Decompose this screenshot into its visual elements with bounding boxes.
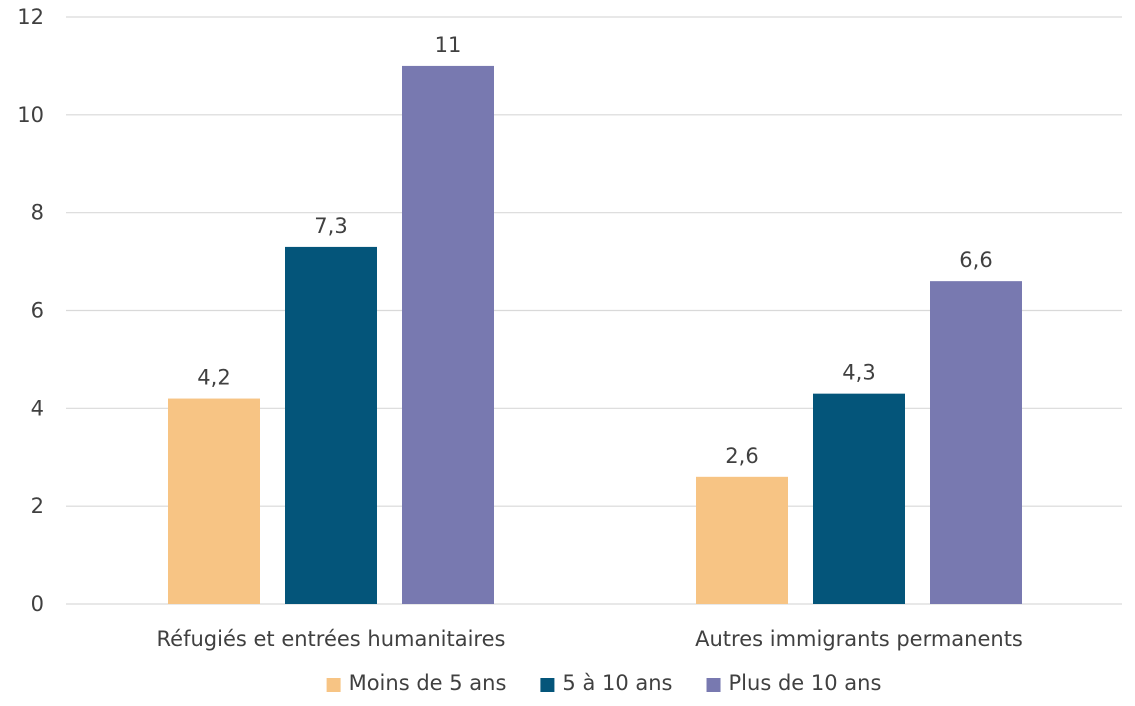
y-tick-label: 2 <box>31 494 44 518</box>
data-label: 11 <box>435 33 462 57</box>
legend-swatch <box>326 678 341 692</box>
legend-label: 5 à 10 ans <box>562 671 672 695</box>
legend-item: Moins de 5 ans <box>326 671 507 695</box>
legend-item: Plus de 10 ans <box>706 671 882 695</box>
y-tick-label: 10 <box>17 103 44 127</box>
legend: Moins de 5 ans 5 à 10 ans Plus de 10 ans <box>326 671 882 695</box>
bar <box>402 65 494 604</box>
bar <box>813 393 905 604</box>
bar <box>696 476 788 604</box>
legend-swatch <box>706 678 721 692</box>
y-tick-label: 4 <box>31 396 44 420</box>
data-labels: 4,2 7,3 11 2,6 4,3 6,6 <box>197 33 992 468</box>
y-tick-label: 8 <box>31 201 44 225</box>
data-label: 2,6 <box>725 444 758 468</box>
y-tick-label: 0 <box>31 592 44 616</box>
data-label: 4,3 <box>842 361 875 385</box>
bar <box>285 246 377 605</box>
y-axis-ticks: 0 2 4 6 8 10 12 <box>17 5 44 616</box>
data-label: 4,2 <box>197 366 230 390</box>
data-label: 6,6 <box>959 248 992 272</box>
bar <box>168 398 260 604</box>
bar <box>930 281 1022 604</box>
bars <box>168 65 1022 605</box>
data-label: 7,3 <box>314 214 347 238</box>
legend-swatch <box>540 678 555 692</box>
legend-label: Moins de 5 ans <box>349 671 507 695</box>
x-tick-label: Réfugiés et entrées humanitaires <box>157 627 506 651</box>
y-tick-label: 6 <box>31 299 44 323</box>
legend-label: Plus de 10 ans <box>729 671 882 695</box>
x-tick-label: Autres immigrants permanents <box>695 627 1023 651</box>
y-tick-label: 12 <box>17 5 44 29</box>
legend-item: 5 à 10 ans <box>540 671 673 695</box>
x-axis-ticks: Réfugiés et entrées humanitaires Autres i… <box>157 627 1023 651</box>
